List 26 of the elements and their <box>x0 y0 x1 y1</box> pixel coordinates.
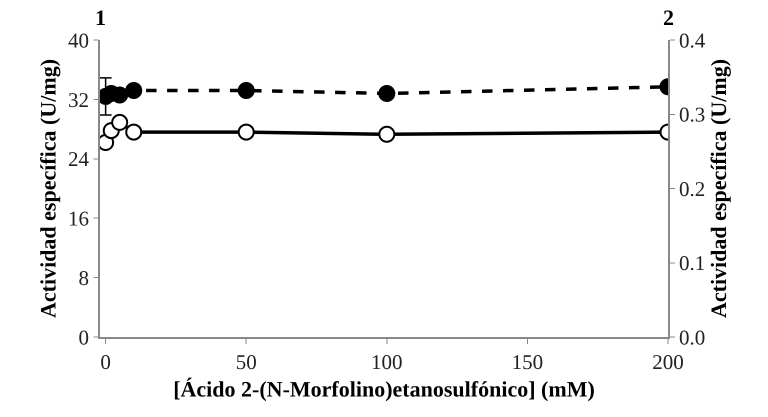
y2-tick-label: 0.1 <box>678 251 706 276</box>
y2-tick-label: 0.4 <box>678 28 706 52</box>
x-tick-label: 100 <box>371 350 403 374</box>
x-axis-title: [Ácido 2-(N-Morfolino)etanosulfónico] (mM) <box>173 376 595 402</box>
x-tick-label: 0 <box>100 350 111 374</box>
x-tick-label: 200 <box>652 350 684 374</box>
x-tick-label: 50 <box>236 350 257 374</box>
text: 1 <box>95 5 106 30</box>
y-tick-label: 16 <box>68 206 90 231</box>
x-tick-label: 150 <box>512 350 544 374</box>
y-tick-label: 24 <box>68 147 90 172</box>
point <box>238 124 255 141</box>
y-axis-title: Actividad específica (U/mg) <box>35 58 60 318</box>
y-tick-label: 40 <box>68 28 90 52</box>
y2-axis-title: Actividad específica (U/mg) <box>706 58 732 318</box>
point <box>238 82 255 99</box>
point <box>125 124 142 141</box>
point <box>111 114 128 131</box>
text: 2 <box>663 5 674 30</box>
y-tick-label: 8 <box>78 266 90 290</box>
y2-tick-label: 0.0 <box>678 325 706 350</box>
y2-tick-label: 0.2 <box>678 176 706 201</box>
y-tick-label: 0 <box>78 325 90 350</box>
y-tick-label: 32 <box>68 88 90 112</box>
point <box>125 82 142 99</box>
y2-tick-label: 0.3 <box>678 102 706 127</box>
